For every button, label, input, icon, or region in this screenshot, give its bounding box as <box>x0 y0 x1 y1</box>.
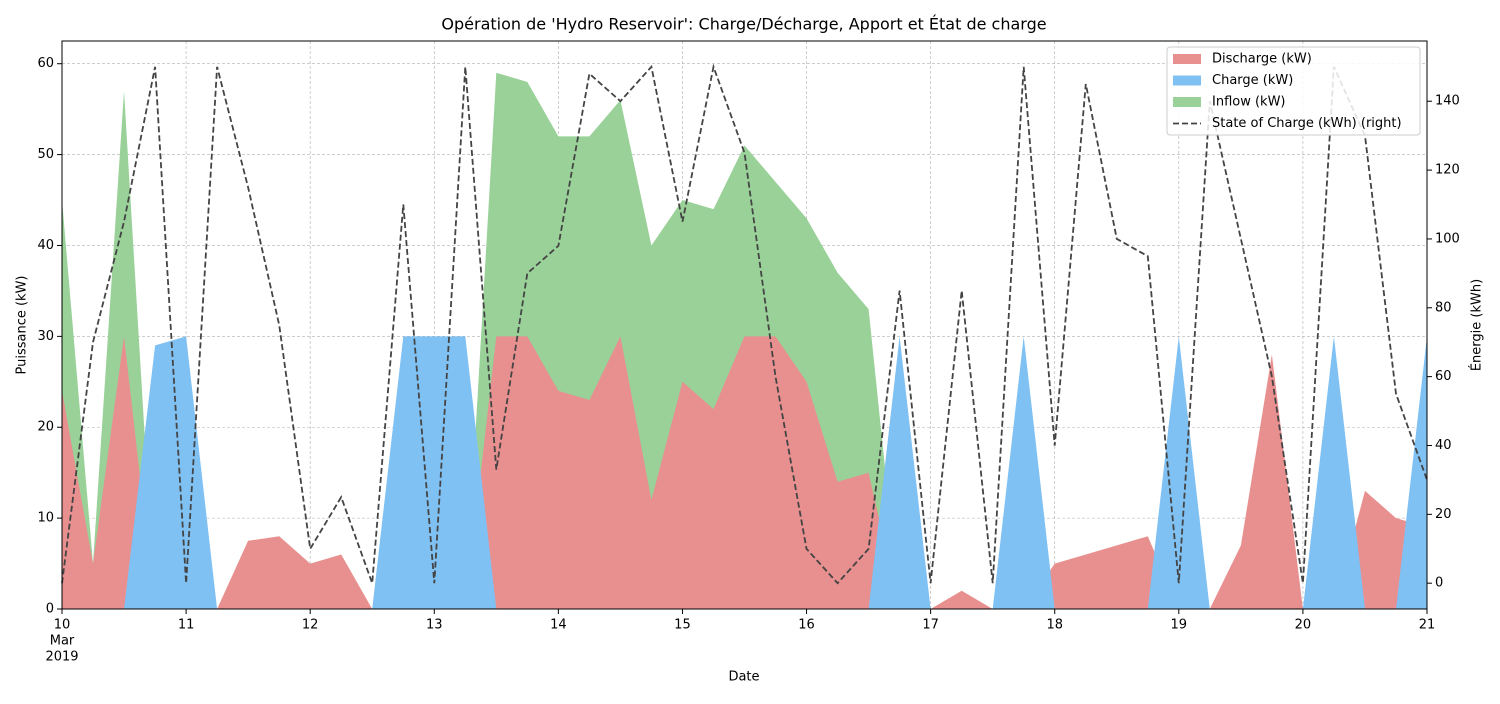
area <box>62 336 1427 609</box>
x-tick-label: 12 <box>302 618 319 633</box>
legend-label: Charge (kW) <box>1212 73 1293 88</box>
y2-tick-label: 120 <box>1435 163 1460 178</box>
y-tick-label: 0 <box>46 602 54 617</box>
x-tick-label: 18 <box>1046 618 1063 633</box>
legend-label: Inflow (kW) <box>1212 95 1286 110</box>
legend-label: State of Charge (kWh) (right) <box>1212 116 1402 131</box>
area <box>62 336 1427 609</box>
y-tick-label: 20 <box>37 420 54 435</box>
x-tick-month: Mar <box>50 634 75 649</box>
x-tick-label: 21 <box>1419 618 1436 633</box>
y-axis-label: Puissance (kW) <box>15 275 30 374</box>
x-tick-label: 10 <box>54 618 71 633</box>
x-axis-label: Date <box>728 670 759 685</box>
legend-swatch <box>1173 54 1201 64</box>
y2-tick-label: 80 <box>1435 300 1452 315</box>
legend-swatch <box>1173 75 1201 86</box>
y2-tick-label: 0 <box>1435 576 1443 591</box>
y2-axis-label: Énergie (kWh) <box>1469 279 1485 371</box>
chart-title: Opération de 'Hydro Reservoir': Charge/D… <box>441 15 1046 34</box>
plot-frame <box>61 40 1428 610</box>
x-tick-label: 15 <box>674 618 691 633</box>
y2-tick-label: 100 <box>1435 231 1460 246</box>
x-tick-label: 11 <box>178 618 195 633</box>
y2-tick-label: 20 <box>1435 507 1452 522</box>
x-tick-label: 16 <box>798 618 815 633</box>
y-tick-label: 50 <box>37 147 54 162</box>
soc-line <box>61 63 1428 585</box>
y-tick-label: 10 <box>37 511 54 526</box>
y-tick-label: 30 <box>37 329 54 344</box>
x-tick-label: 13 <box>426 618 443 633</box>
legend-swatch <box>1173 97 1201 107</box>
y2-tick-label: 140 <box>1435 94 1460 109</box>
y2-tick-label: 40 <box>1435 438 1452 453</box>
legend-label: Discharge (kW) <box>1212 52 1312 67</box>
x-tick-label: 20 <box>1295 618 1312 633</box>
x-tick-label: 14 <box>550 618 567 633</box>
x-tick-label: 17 <box>922 618 939 633</box>
y-tick-label: 60 <box>37 56 54 71</box>
y-tick-label: 40 <box>37 238 54 253</box>
y2-tick-label: 60 <box>1435 369 1452 384</box>
x-tick-year: 2019 <box>45 650 78 665</box>
legend-box <box>1166 46 1421 136</box>
x-tick-label: 19 <box>1171 618 1188 633</box>
